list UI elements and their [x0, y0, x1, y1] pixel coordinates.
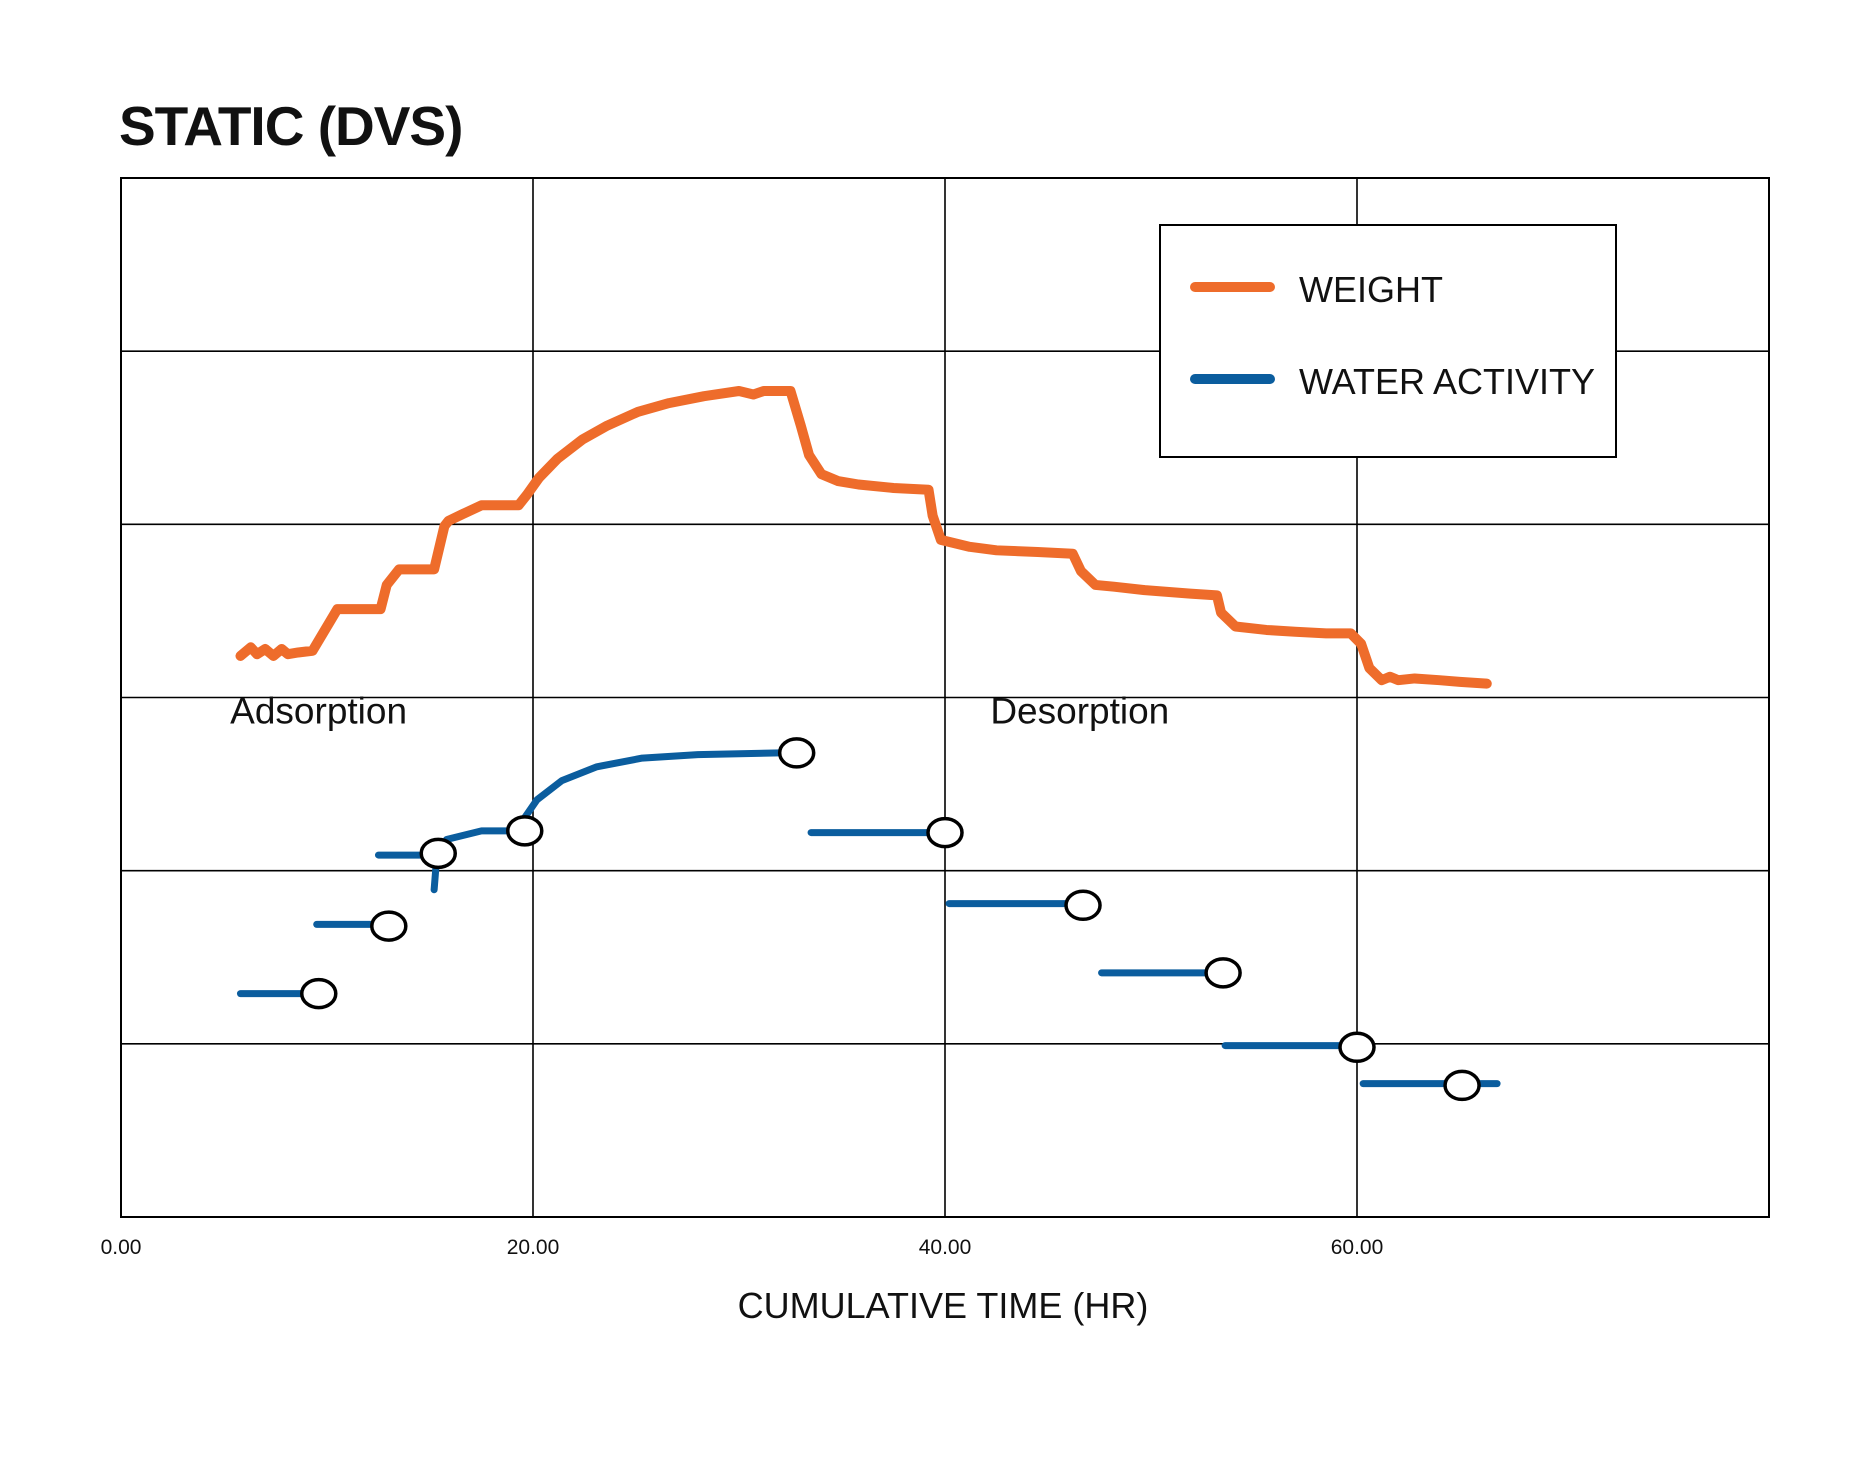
x-tick-label: 60.00	[1331, 1236, 1384, 1259]
legend-box	[1159, 224, 1617, 458]
annotation-desorption: Desorption	[990, 690, 1169, 731]
equilibrium-marker	[300, 977, 338, 1010]
water-activity-series	[236, 749, 1501, 1088]
water-activity-markers	[300, 737, 1481, 1102]
water-activity-segment	[519, 749, 797, 824]
equilibrium-marker	[1443, 1069, 1481, 1102]
equilibrium-marker	[419, 837, 457, 870]
legend-weight-label: WEIGHT	[1299, 269, 1443, 310]
x-tick-label: 0.00	[101, 1236, 142, 1259]
equilibrium-marker	[1338, 1031, 1376, 1064]
equilibrium-marker	[370, 910, 408, 942]
equilibrium-marker	[926, 816, 964, 849]
equilibrium-marker	[777, 737, 816, 769]
equilibrium-marker	[1064, 889, 1102, 922]
equilibrium-marker	[506, 815, 544, 847]
chart-title: STATIC (DVS)	[119, 95, 463, 157]
equilibrium-marker	[1204, 957, 1242, 989]
x-axis-label: CUMULATIVE TIME (HR)	[738, 1285, 1149, 1326]
x-tick-label: 40.00	[919, 1236, 972, 1259]
weight-series	[235, 385, 1492, 689]
legend-water-activity-label: WATER ACTIVITY	[1299, 361, 1595, 402]
x-tick-label: 20.00	[507, 1236, 560, 1259]
x-tick-labels: 0.00 20.00 40.00 60.00	[101, 1236, 1384, 1259]
weight-line	[235, 385, 1492, 689]
plot-frame	[120, 177, 1770, 1218]
legend: WEIGHT WATER ACTIVITY	[1159, 224, 1617, 458]
annotation-adsorption: Adsorption	[230, 690, 407, 731]
